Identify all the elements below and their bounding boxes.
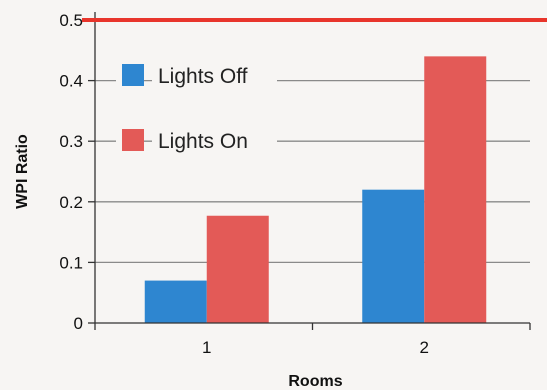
y-tick-label: 0.5	[59, 11, 83, 30]
x-tick-label: 2	[420, 338, 429, 357]
legend-label-background	[152, 124, 277, 156]
legend-label-background	[152, 59, 277, 91]
legend-item: Lights Off	[116, 59, 277, 91]
x-axis-title: Rooms	[288, 373, 342, 390]
bar-lights-off-room-1	[144, 280, 207, 323]
x-tick-label: 1	[202, 338, 211, 357]
legend-swatch	[122, 129, 144, 151]
y-tick-labels: 0 0.1 0.2 0.3 0.4 0.5	[59, 11, 83, 333]
legend-item: Lights On	[116, 124, 277, 156]
legend-label: Lights On	[158, 130, 248, 153]
y-axis-title: WPI Ratio	[14, 134, 31, 209]
bar-lights-on-room-1	[206, 215, 269, 323]
y-tick-label: 0.2	[59, 193, 83, 212]
bar-lights-on-room-2	[424, 56, 487, 324]
legend: Lights Off Lights On	[116, 59, 277, 156]
y-tick-label: 0.3	[59, 132, 83, 151]
y-tick-label: 0	[74, 314, 83, 333]
bar-lights-off-room-2	[362, 189, 425, 323]
legend-label: Lights Off	[158, 65, 248, 88]
bars	[144, 56, 487, 324]
y-tick-label: 0.4	[59, 72, 83, 91]
y-tick-label: 0.1	[59, 253, 83, 272]
legend-swatch	[122, 64, 144, 86]
